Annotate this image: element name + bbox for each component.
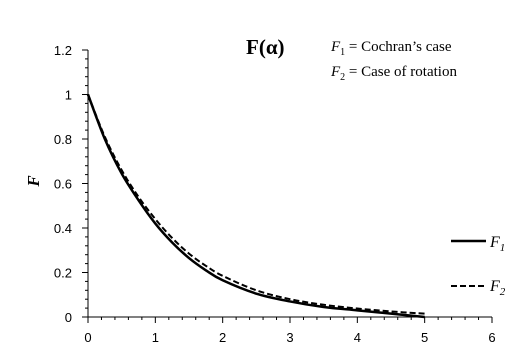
legend-f1-main: F <box>489 234 500 251</box>
annotation-f1-text: = Cochran’s case <box>345 39 452 55</box>
series-f2-line <box>87 94 425 315</box>
legend-f2-sub: 2 <box>500 286 506 298</box>
x-tick-label: 5 <box>421 330 428 345</box>
x-tick-label: 2 <box>219 330 226 345</box>
series-f1-line <box>86 94 425 319</box>
annotation-f1-main: F <box>330 39 341 55</box>
x-tick-label: 0 <box>84 330 91 345</box>
y-tick-label: 0 <box>65 310 72 325</box>
legend-f1-sub: 1 <box>500 242 506 254</box>
annotation-f1: F1 = Cochran’s case <box>330 39 452 58</box>
y-tick-label: 0.6 <box>54 177 72 192</box>
annotation-f2: F2 = Case of rotation <box>330 64 457 83</box>
x-tick-label: 6 <box>488 330 495 345</box>
y-tick-label: 1 <box>65 88 72 103</box>
annotation-f1-sub: 1 <box>340 47 345 58</box>
legend: F1 F2 <box>451 234 506 298</box>
x-tick-label: 4 <box>354 330 361 345</box>
ticks: 0 1 2 3 4 5 6 0 0.2 0.4 0.6 0.8 1 1.2 <box>54 43 496 345</box>
x-tick-label: 3 <box>286 330 293 345</box>
x-tick-label: 1 <box>152 330 159 345</box>
y-tick-label: 0.8 <box>54 132 72 147</box>
y-tick-label: 1.2 <box>54 43 72 58</box>
annotation-f2-sub: 2 <box>340 72 345 83</box>
y-axis-label: F <box>24 175 43 188</box>
axes <box>87 50 492 318</box>
y-tick-label: 0.2 <box>54 266 72 281</box>
legend-label-f2: F2 <box>489 278 506 298</box>
legend-f2-main: F <box>489 278 500 295</box>
y-tick-label: 0.4 <box>54 221 72 236</box>
chart-title: F(α) <box>246 35 285 59</box>
legend-label-f1: F1 <box>489 234 505 254</box>
annotation-f2-text: = Case of rotation <box>345 64 457 80</box>
annotation-f2-main: F <box>330 64 341 80</box>
series-layer <box>86 94 425 319</box>
